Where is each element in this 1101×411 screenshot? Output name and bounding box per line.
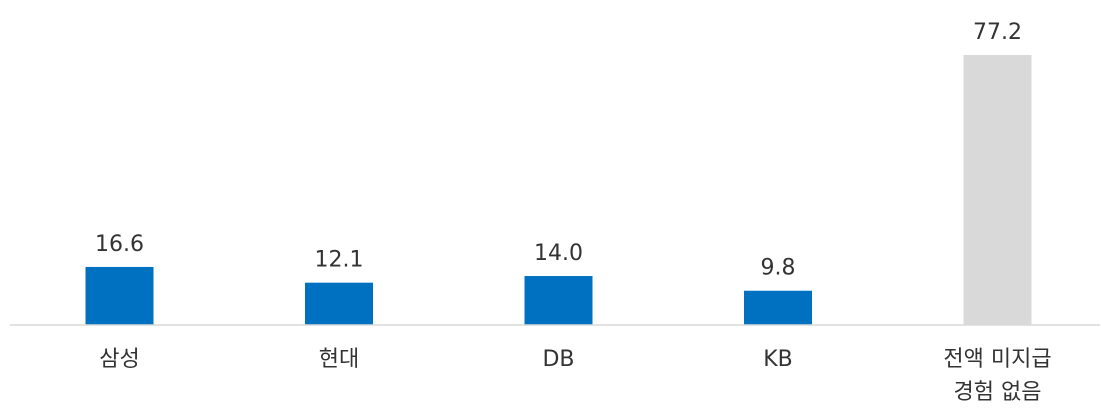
value-label-0: 16.6 bbox=[95, 232, 144, 257]
value-labels-group: 16.6 12.1 14.0 9.8 77.2 bbox=[95, 20, 1022, 281]
bar-0 bbox=[85, 266, 154, 325]
category-label-2: DB bbox=[542, 347, 574, 372]
value-label-2: 14.0 bbox=[534, 241, 583, 266]
category-label-4-line-0: 전액 미지급 bbox=[943, 347, 1051, 372]
bar-2 bbox=[524, 276, 593, 325]
value-label-1: 12.1 bbox=[315, 248, 364, 273]
category-label-3: KB bbox=[763, 347, 793, 372]
category-label-1: 현대 bbox=[319, 347, 359, 372]
bar-1 bbox=[305, 282, 373, 325]
value-label-4: 77.2 bbox=[973, 20, 1022, 45]
bar-4 bbox=[963, 55, 1032, 325]
bars-group bbox=[85, 55, 1032, 325]
bar-3 bbox=[744, 290, 812, 325]
category-label-4-line-1: 경험 없음 bbox=[954, 380, 1042, 405]
value-label-3: 9.8 bbox=[761, 256, 796, 281]
category-label-0: 삼성 bbox=[99, 347, 139, 372]
